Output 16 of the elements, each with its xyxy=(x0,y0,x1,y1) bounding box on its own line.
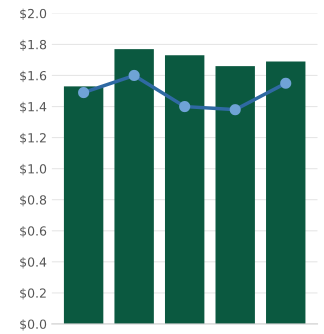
y-tick-label: $1.8 xyxy=(20,40,46,52)
y-tick-label: $1.6 xyxy=(20,70,46,82)
y-tick-label: $1.2 xyxy=(20,132,46,144)
bar xyxy=(216,66,255,324)
y-tick-label: $1.4 xyxy=(20,102,46,114)
bar xyxy=(64,86,104,324)
y-tick-label: $0.0 xyxy=(20,319,46,331)
y-tick-label: $2.0 xyxy=(20,8,46,20)
y-tick-label: $0.6 xyxy=(20,226,46,238)
bar xyxy=(164,55,204,324)
y-tick-label: $0.2 xyxy=(20,288,46,300)
bar xyxy=(266,62,306,324)
y-tick-label: $0.8 xyxy=(20,194,46,206)
bar xyxy=(114,49,154,324)
y-tick-label: $1.0 xyxy=(20,164,46,176)
y-tick-label: $0.4 xyxy=(20,257,46,268)
